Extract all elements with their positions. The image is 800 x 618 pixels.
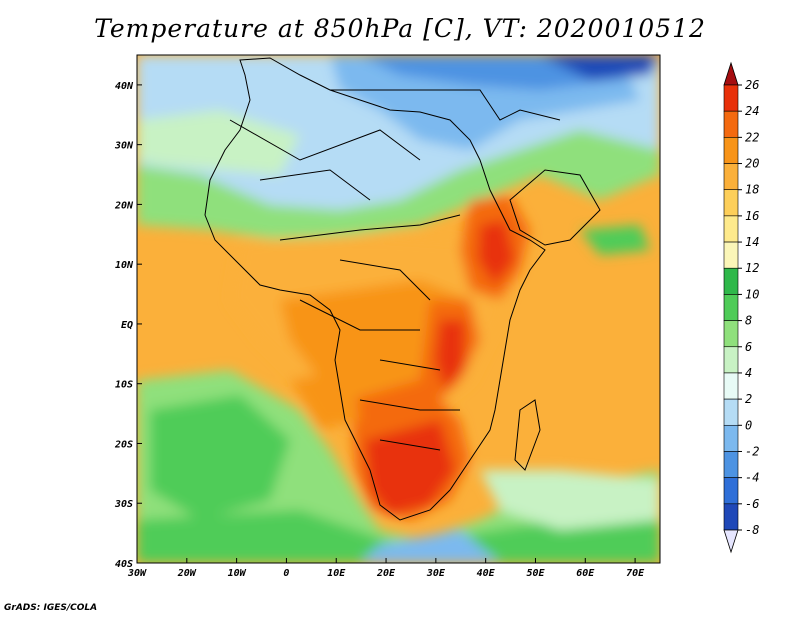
colorbar-label: 6 <box>745 340 752 354</box>
colorbar-box <box>723 294 739 321</box>
colorbar-label: 16 <box>745 209 759 223</box>
colorbar-label: 10 <box>745 287 759 301</box>
colorbar-box <box>723 189 739 217</box>
colorbar-box <box>723 477 739 505</box>
x-tick-label: 30W <box>127 568 147 579</box>
colorbar-box <box>723 163 739 191</box>
x-axis-ticks: 30W 20W 10W 0 10E 20E 30E 40E 50E 60E 70E <box>127 558 645 579</box>
colorbar-box <box>723 503 739 531</box>
map-title: Temperature at 850hPa [C], VT: 202001051… <box>94 14 706 43</box>
y-tick-label: 10S <box>115 380 133 391</box>
colorbar-box <box>723 241 739 269</box>
colorbar-label: 26 <box>745 78 759 92</box>
colorbar-label: -2 <box>745 444 759 458</box>
y-tick-label: 40S <box>115 559 133 570</box>
colorbar-label: 2 <box>745 392 752 406</box>
colorbar-box <box>723 424 739 452</box>
x-tick-label: 10E <box>327 568 346 579</box>
colorbar-bottom-arrow <box>723 529 739 554</box>
colorbar-label: 4 <box>745 366 752 380</box>
colorbar-top-arrow <box>723 61 739 86</box>
colorbar-label: 24 <box>745 104 759 118</box>
colorbar-label: 0 <box>745 418 752 432</box>
colorbar-label: -4 <box>745 471 759 485</box>
colorbar-box <box>723 215 739 243</box>
x-tick-label: 0 <box>283 568 289 579</box>
credit-text: GrADS: IGES/COLA <box>4 603 98 613</box>
colorbar-label: 18 <box>745 183 759 197</box>
y-tick-label: 20S <box>114 439 133 450</box>
colorbar-box <box>723 398 739 426</box>
colorbar-box <box>723 84 739 112</box>
x-tick-label: 20E <box>376 568 396 579</box>
colorbar-box <box>723 346 739 374</box>
plot-frame <box>136 54 661 564</box>
x-tick-label: 40E <box>477 568 496 579</box>
x-tick-label: 30E <box>426 568 446 579</box>
colorbar-box <box>723 137 739 164</box>
colorbar-box <box>723 451 739 478</box>
y-tick-label: 10N <box>115 260 134 271</box>
x-tick-label: 20W <box>177 568 197 579</box>
temperature-field <box>137 55 660 563</box>
x-tick-label: 50E <box>526 568 545 579</box>
x-tick-label: 70E <box>626 568 645 579</box>
x-tick-label: 10W <box>228 568 247 579</box>
colorbar-label: 8 <box>745 314 752 328</box>
x-tick-label: 60E <box>576 568 595 579</box>
y-tick-label: 30S <box>114 499 133 510</box>
colorbar-box <box>723 320 739 348</box>
colorbar-label: 12 <box>745 261 759 275</box>
colorbar-box <box>723 372 739 400</box>
colorbar-box <box>723 267 739 295</box>
colorbar-label: -6 <box>745 497 759 511</box>
y-tick-label: EQ <box>121 320 133 331</box>
coastlines <box>204 57 601 521</box>
colorbar-box <box>723 110 739 138</box>
y-axis-ticks: 40N 30N 20N 10N EQ 10S 20S 30S 40S <box>114 81 142 570</box>
colorbar-label: 14 <box>745 235 759 249</box>
colorbar-label: 20 <box>745 157 759 171</box>
y-tick-label: 30N <box>114 141 134 152</box>
y-tick-label: 20N <box>114 200 134 211</box>
colorbar-label: 22 <box>745 130 759 144</box>
y-tick-label: 40N <box>115 81 134 92</box>
colorbar-label: -8 <box>745 523 759 537</box>
